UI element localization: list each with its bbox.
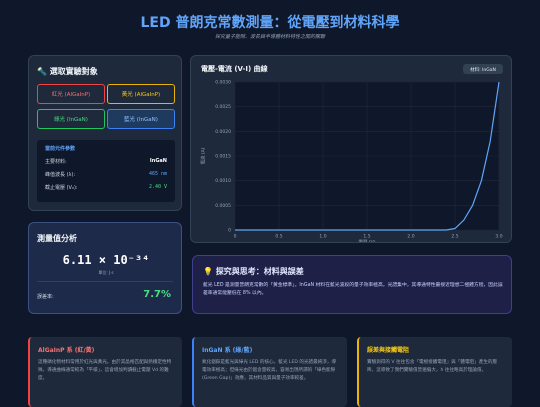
y-tick-label: 0.0020 <box>215 129 231 135</box>
x-axis-label: 電壓 (V) <box>358 240 375 243</box>
card-text: 實驗測得的 V 往往包含「電極接觸電阻」與「體電阻」產生的壓降，這導致了我們實驗… <box>367 360 498 373</box>
params-box: 當前元件參數 主要材料: InGaN 峰值波長 (λ): 465 nm 截止電壓 (… <box>37 140 175 202</box>
y-tick-label: 0.0030 <box>215 80 231 86</box>
param-label: 峰值波長 (λ): <box>45 172 76 178</box>
card-text: 這種磷化物材料常用於紅光與黃光。由於其晶格匹配與熱穩定性特殊，導通曲線通常較為「… <box>38 360 172 381</box>
chart-title: 電壓-電流 (V-I) 曲線 <box>201 64 268 73</box>
error-value: 7.7% <box>143 289 171 300</box>
y-tick-label: 0.0015 <box>215 154 231 160</box>
param-label: 主要材料: <box>45 159 67 165</box>
x-tick-label: 2.5 <box>451 234 458 240</box>
error-label: 誤差率: <box>37 294 54 300</box>
x-tick-label: 0.5 <box>275 234 282 240</box>
led-button[interactable]: 藍光 (InGaN) <box>107 109 175 129</box>
param-label: 截止電壓 (V₀): <box>45 185 78 191</box>
info-card: InGaN 系 (綠/藍) 氮化銦鎵是藍光與綠光 LED 的核心。藍光 LED … <box>192 337 347 407</box>
params-title: 當前元件參數 <box>45 146 76 152</box>
card-text: 氮化銦鎵是藍光與綠光 LED 的核心。藍光 LED 的光譜最純淨，導電效率極高；… <box>202 360 337 381</box>
x-tick-label: 1.0 <box>319 234 326 240</box>
x-tick-label: 1.5 <box>363 234 370 240</box>
analysis-title: 測量值分析 <box>37 234 77 243</box>
page-title: LED 普朗克常數測量：從電壓到材料科學 <box>140 15 400 31</box>
discussion-panel: 💡 探究與思考：材料與誤差 藍光 LED 是測量普朗克常數的「黃金標準」。InG… <box>192 255 512 314</box>
x-tick-label: 2.0 <box>407 234 414 240</box>
planck-unit: 單位: J·s <box>98 270 114 275</box>
led-button[interactable]: 紅光 (AlGaInP) <box>37 84 105 104</box>
data-line <box>235 81 500 231</box>
y-tick-label: 0.0025 <box>215 104 231 110</box>
led-button[interactable]: 黃光 (AlGaInP) <box>107 84 175 104</box>
info-card: AlGaInP 系 (紅/黃) 這種磷化物材料常用於紅光與黃光。由於其晶格匹配與… <box>28 337 182 407</box>
analysis-panel: 測量值分析 6.11 × 10⁻³⁴ 單位: J·s 誤差率: 7.7% <box>28 222 182 314</box>
selector-title: 🔦 選取實驗對象 <box>37 67 98 76</box>
info-card: 誤差與接觸電阻 實驗測得的 V 往往包含「電極接觸電阻」與「體電阻」產生的壓降，… <box>357 337 512 407</box>
param-value: 2.40 V <box>148 184 167 190</box>
card-title: AlGaInP 系 (紅/黃) <box>38 347 95 354</box>
page-subtitle: 探究量子能隙、波長與半導體材料特性之間的關聯 <box>214 34 325 40</box>
badge <box>463 64 503 74</box>
param-value: 465 nm <box>148 171 167 177</box>
y-tick-label: 0 <box>228 228 231 234</box>
led-button[interactable]: 綠光 (InGaN) <box>37 109 105 129</box>
discussion-title: 💡 探究與思考：材料與誤差 <box>203 267 304 276</box>
card-title: 誤差與接觸電阻 <box>367 347 410 354</box>
divider <box>37 281 173 282</box>
param-value: InGaN <box>149 158 167 164</box>
planck-value: 6.11 × 10⁻³⁴ <box>62 253 150 267</box>
y-tick-label: 0.0005 <box>215 203 231 209</box>
y-tick-label: 0.0010 <box>215 178 231 184</box>
chart-annotation: 材料: InGaN <box>470 66 496 73</box>
discussion-text: 藍光 LED 是測量普朗克常數的「黃金標準」。InGaN 材料在藍光波段的量子效… <box>203 283 503 296</box>
chart-panel: 電壓-電流 (V-I) 曲線 材料: InGaN 0 0.0005 0.0010 0.… <box>190 55 512 246</box>
x-tick-label: 3.0 <box>495 234 502 240</box>
x-tick-label: 0 <box>234 234 237 240</box>
chart: 電壓-電流 (V-I) 曲線 材料: InGaN 0 0.0005 0.0010 0.… <box>200 64 503 246</box>
y-axis-label: 電流 (A) <box>200 147 207 164</box>
card-title: InGaN 系 (綠/藍) <box>202 347 253 354</box>
selector-panel: 🔦 選取實驗對象 紅光 (AlGaInP) 黃光 (AlGaInP) 綠光 (I… <box>28 55 182 211</box>
